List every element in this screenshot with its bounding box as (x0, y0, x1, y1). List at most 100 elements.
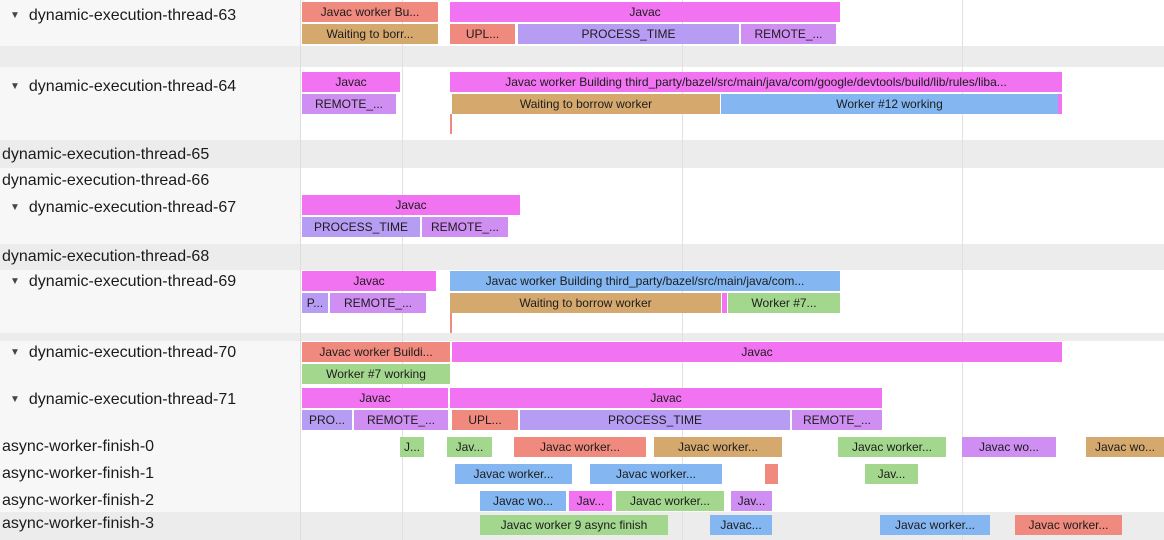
trace-slice[interactable]: PROCESS_TIME (302, 217, 420, 237)
track-name: dynamic-execution-thread-64 (28, 78, 237, 95)
timeline-gridline (682, 0, 683, 540)
trace-slice[interactable]: Javac (450, 2, 840, 22)
track-label: async-worker-finish-1 (2, 465, 154, 483)
row-stripe (0, 244, 1164, 270)
slice-label: Jav... (737, 494, 766, 508)
collapse-arrow-icon[interactable]: ▼ (10, 276, 20, 287)
trace-slice[interactable]: PRO... (302, 410, 352, 430)
slice-label: Worker #12 working (836, 97, 943, 111)
trace-slice[interactable] (722, 293, 727, 313)
trace-slice[interactable]: Javac (302, 388, 448, 408)
trace-slice[interactable]: Javac worker Building third_party/bazel/… (450, 72, 1062, 92)
trace-slice[interactable]: J... (400, 437, 424, 457)
trace-slice[interactable]: Waiting to borrow worker (450, 293, 721, 313)
track-label[interactable]: ▼ dynamic-execution-thread-64 (10, 78, 236, 96)
instant-event-tick[interactable] (450, 114, 452, 134)
slice-label: Javac worker Buildi... (319, 345, 433, 359)
trace-slice[interactable]: REMOTE_... (422, 217, 508, 237)
slice-label: PROCESS_TIME (581, 27, 676, 41)
trace-slice[interactable]: Javac worker... (514, 437, 646, 457)
trace-slice[interactable]: Javac (302, 195, 520, 215)
track-label[interactable]: ▼ dynamic-execution-thread-71 (10, 391, 236, 409)
slice-label: Javac (395, 198, 427, 212)
collapse-arrow-icon[interactable]: ▼ (10, 81, 20, 92)
slice-label: P... (306, 296, 324, 310)
collapse-arrow-icon[interactable]: ▼ (10, 347, 20, 358)
trace-slice[interactable]: REMOTE_... (330, 293, 426, 313)
trace-slice[interactable]: Waiting to borr... (302, 24, 438, 44)
instant-event-tick[interactable] (450, 313, 452, 333)
trace-slice[interactable]: Javac worker Buildi... (302, 342, 450, 362)
trace-slice[interactable]: REMOTE_... (354, 410, 448, 430)
trace-slice[interactable]: Javac worker... (616, 491, 724, 511)
row-stripe (0, 46, 1164, 67)
trace-slice[interactable]: Javac worker... (590, 464, 722, 484)
trace-slice[interactable]: Worker #7 working (302, 364, 450, 384)
trace-slice[interactable]: Javac worker Bu... (302, 2, 438, 22)
slice-label: Javac (335, 75, 367, 89)
slice-label: REMOTE_... (366, 413, 435, 427)
trace-slice[interactable] (1058, 94, 1062, 114)
trace-slice[interactable]: Javac worker... (1015, 515, 1122, 535)
trace-slice[interactable]: Jav... (569, 491, 612, 511)
trace-slice[interactable]: Waiting to borrow worker (452, 94, 720, 114)
trace-slice[interactable]: P... (302, 293, 328, 313)
trace-slice[interactable]: REMOTE_... (302, 94, 396, 114)
slice-label: REMOTE_... (343, 296, 412, 310)
slice-label: Javac worker... (615, 467, 697, 481)
track-label-column (0, 0, 300, 540)
trace-slice[interactable]: PROCESS_TIME (520, 410, 790, 430)
trace-slice[interactable]: Javac... (710, 515, 772, 535)
trace-slice[interactable]: UPL... (450, 24, 515, 44)
trace-slice[interactable]: Jav... (731, 491, 772, 511)
track-name: async-worker-finish-2 (2, 492, 155, 509)
slice-label: Javac... (720, 518, 762, 532)
slice-label: Javac (650, 391, 682, 405)
slice-label: UPL... (468, 413, 502, 427)
trace-slice[interactable]: Javac wo... (1086, 437, 1164, 457)
slice-label: Javac (359, 391, 391, 405)
trace-slice[interactable]: Jav... (865, 464, 918, 484)
trace-slice[interactable]: Javac worker Building third_party/bazel/… (450, 271, 840, 291)
trace-slice[interactable]: PROCESS_TIME (518, 24, 739, 44)
slice-label: PRO... (308, 413, 345, 427)
track-name: dynamic-execution-thread-65 (2, 146, 210, 163)
trace-slice[interactable]: Javac (452, 342, 1062, 362)
collapse-arrow-icon[interactable]: ▼ (10, 10, 20, 21)
trace-slice[interactable]: Javac (302, 271, 436, 291)
track-name: dynamic-execution-thread-69 (28, 273, 237, 290)
track-label: dynamic-execution-thread-68 (2, 248, 209, 266)
slice-label: Javac wo... (978, 440, 1040, 454)
track-name: dynamic-execution-thread-66 (2, 172, 210, 189)
track-label[interactable]: ▼ dynamic-execution-thread-70 (10, 344, 236, 362)
track-name: async-worker-finish-1 (2, 465, 155, 482)
trace-slice[interactable]: Javac (450, 388, 882, 408)
slice-label: Worker #7 working (326, 367, 426, 381)
trace-slice[interactable] (765, 464, 778, 484)
slice-label: Javac (741, 345, 773, 359)
collapse-arrow-icon[interactable]: ▼ (10, 394, 20, 405)
trace-slice[interactable]: REMOTE_... (741, 24, 836, 44)
trace-slice[interactable]: Javac worker... (455, 464, 572, 484)
track-name: dynamic-execution-thread-68 (2, 248, 210, 265)
track-label: async-worker-finish-2 (2, 492, 154, 510)
trace-slice[interactable]: Worker #7... (728, 293, 840, 313)
trace-slice[interactable]: REMOTE_... (792, 410, 882, 430)
track-label[interactable]: ▼ dynamic-execution-thread-63 (10, 7, 236, 25)
trace-slice[interactable]: Worker #12 working (721, 94, 1058, 114)
trace-slice[interactable]: Javac worker... (838, 437, 946, 457)
trace-slice[interactable]: Javac (302, 72, 400, 92)
track-label[interactable]: ▼ dynamic-execution-thread-69 (10, 273, 236, 291)
trace-slice[interactable]: Javac wo... (480, 491, 566, 511)
trace-slice[interactable]: Javac worker... (654, 437, 782, 457)
trace-slice[interactable]: Javac wo... (962, 437, 1056, 457)
trace-slice[interactable]: UPL... (452, 410, 518, 430)
trace-slice[interactable]: Javac worker... (880, 515, 990, 535)
collapse-arrow-icon[interactable]: ▼ (10, 202, 20, 213)
slice-label: Waiting to borrow worker (519, 97, 653, 111)
track-label[interactable]: ▼ dynamic-execution-thread-67 (10, 199, 236, 217)
trace-slice[interactable]: Javac worker 9 async finish (480, 515, 668, 535)
trace-slice[interactable]: Jav... (447, 437, 492, 457)
timeline-gridline (402, 0, 403, 540)
slice-label: Jav... (455, 440, 484, 454)
